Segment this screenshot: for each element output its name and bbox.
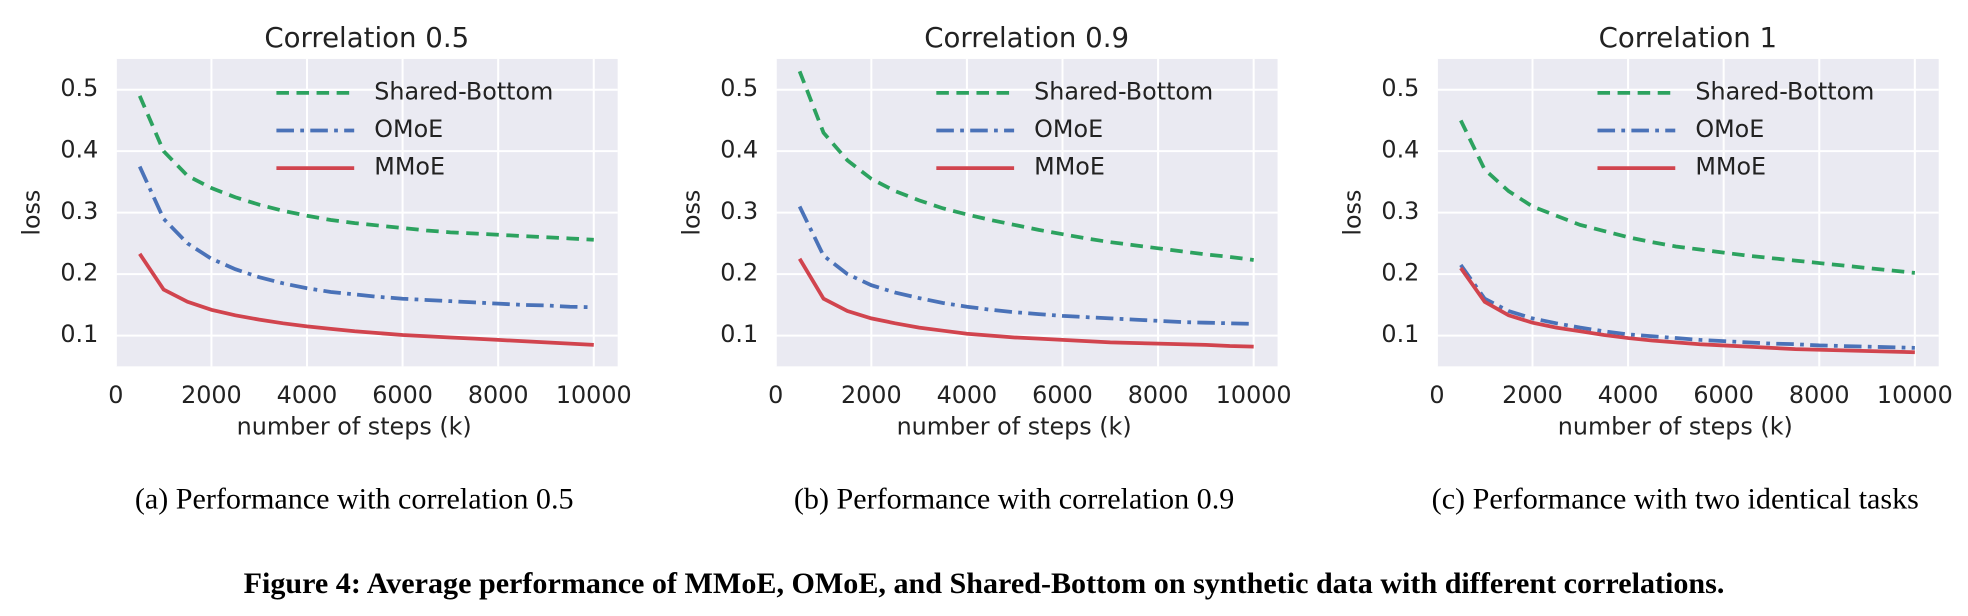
x-tick-label: 8000	[468, 381, 529, 409]
y-tick-label: 0.2	[60, 259, 98, 287]
series-line	[797, 205, 1254, 326]
series-line	[138, 252, 594, 347]
y-axis-label: loss	[18, 190, 46, 236]
x-tick-label: 4000	[1598, 381, 1659, 409]
legend-label: OMoE	[1695, 115, 1764, 143]
y-tick-label: 0.1	[720, 320, 758, 348]
series-line	[1459, 266, 1915, 355]
x-axis-label: number of steps (k)	[237, 412, 472, 440]
y-tick-label: 0.5	[60, 74, 98, 102]
series-line	[1459, 263, 1915, 350]
x-tick-label: 6000	[372, 381, 433, 409]
chart-title: Correlation 1	[1599, 21, 1777, 54]
x-tick-label: 2000	[1502, 381, 1563, 409]
x-axis-label: number of steps (k)	[1558, 412, 1793, 440]
legend-label: MMoE	[1034, 153, 1105, 181]
x-tick-label: 2000	[841, 381, 902, 409]
series-line	[137, 95, 594, 242]
legend-label: MMoE	[374, 153, 445, 181]
y-tick-label: 0.2	[720, 259, 758, 287]
x-tick-label: 6000	[1693, 381, 1754, 409]
x-tick-label: 10000	[556, 381, 632, 409]
series-line	[1459, 119, 1916, 275]
x-tick-label: 8000	[1789, 381, 1850, 409]
y-tick-label: 0.3	[720, 197, 758, 225]
figure-caption: Figure 4: Average performance of MMoE, O…	[244, 566, 1725, 600]
x-tick-label: 10000	[1216, 381, 1292, 409]
y-tick-label: 0.5	[1381, 74, 1419, 102]
y-tick-label: 0.1	[1381, 320, 1419, 348]
legend-label: OMoE	[1034, 115, 1103, 143]
y-tick-label: 0.4	[60, 136, 98, 164]
x-tick-label: 0	[1429, 381, 1444, 409]
series-line	[138, 165, 594, 310]
x-tick-label: 8000	[1128, 381, 1189, 409]
x-tick-label: 4000	[937, 381, 998, 409]
legend-label: Shared-Bottom	[1034, 77, 1213, 105]
subcaption: (a) Performance with correlation 0.5	[135, 482, 574, 516]
x-tick-label: 6000	[1032, 381, 1093, 409]
y-tick-label: 0.2	[1381, 259, 1419, 287]
x-tick-label: 10000	[1877, 381, 1953, 409]
legend-label: MMoE	[1695, 153, 1766, 181]
legend-label: OMoE	[374, 115, 443, 143]
y-tick-label: 0.4	[720, 136, 758, 164]
y-tick-label: 0.3	[60, 197, 98, 225]
legend-label: Shared-Bottom	[374, 77, 553, 105]
x-axis-label: number of steps (k)	[897, 412, 1132, 440]
x-tick-label: 0	[108, 381, 123, 409]
y-axis-label: loss	[677, 190, 705, 236]
y-axis-label: loss	[1339, 190, 1367, 236]
chart-title: Correlation 0.5	[264, 21, 469, 54]
chart-title: Correlation 0.9	[924, 21, 1129, 54]
subcaption: (b) Performance with correlation 0.9	[794, 482, 1234, 516]
x-tick-label: 0	[768, 381, 783, 409]
legend-label: Shared-Bottom	[1695, 77, 1874, 105]
y-tick-label: 0.3	[1381, 197, 1419, 225]
x-tick-label: 4000	[277, 381, 338, 409]
y-tick-label: 0.1	[60, 320, 98, 348]
series-line	[797, 70, 1254, 262]
y-tick-label: 0.4	[1381, 136, 1419, 164]
x-tick-label: 2000	[181, 381, 242, 409]
y-tick-label: 0.5	[720, 74, 758, 102]
subcaption: (c) Performance with two identical tasks	[1432, 482, 1919, 516]
series-line	[798, 257, 1254, 349]
